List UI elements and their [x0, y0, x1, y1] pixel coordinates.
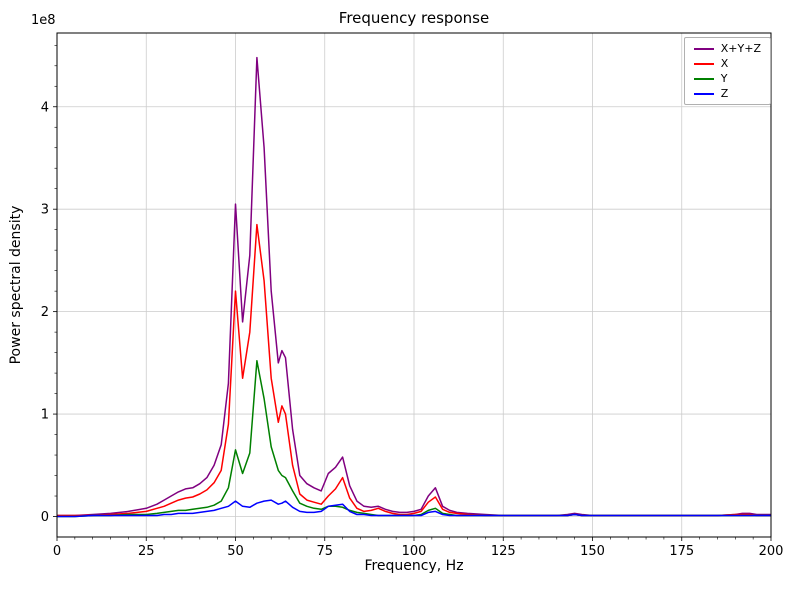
legend-line-swatch [693, 47, 714, 50]
legend-line-swatch [693, 92, 714, 95]
legend-label: X [720, 57, 729, 70]
chart-title: Frequency response [338, 9, 490, 27]
y-axis-offset-label: 1e8 [31, 13, 56, 28]
x-tick-label: 125 [491, 544, 516, 559]
x-tick-label: 200 [759, 544, 784, 559]
y-tick-label: 4 [41, 100, 49, 115]
y-tick-label: 2 [41, 305, 49, 320]
legend-item: X+Y+Z [693, 42, 761, 55]
y-tick-label: 0 [41, 510, 49, 525]
y-tick-label: 3 [41, 203, 49, 218]
x-tick-label: 0 [53, 544, 61, 559]
legend-item: Z [693, 87, 761, 100]
x-tick-label: 50 [227, 544, 244, 559]
legend: X+Y+Z X Y Z [683, 37, 771, 105]
series-line-z [57, 499, 771, 518]
axes-spines [56, 32, 772, 538]
legend-item: Y [693, 72, 761, 85]
legend-line-swatch [693, 62, 714, 65]
legend-label: X+Y+Z [720, 42, 761, 55]
x-axis-label: Frequency, Hz [364, 558, 464, 574]
y-axis-label: Power spectral density [8, 205, 24, 365]
x-tick-label: 25 [138, 544, 155, 559]
legend-line-swatch [693, 77, 714, 80]
y-tick-label: 1 [41, 408, 49, 423]
legend-label: Y [720, 72, 728, 85]
legend-label: Z [720, 87, 729, 100]
x-tick-label: 150 [580, 544, 605, 559]
x-tick-label: 100 [402, 544, 427, 559]
legend-item: X [693, 57, 761, 70]
x-tick-label: 175 [669, 544, 694, 559]
x-tick-label: 75 [316, 544, 333, 559]
